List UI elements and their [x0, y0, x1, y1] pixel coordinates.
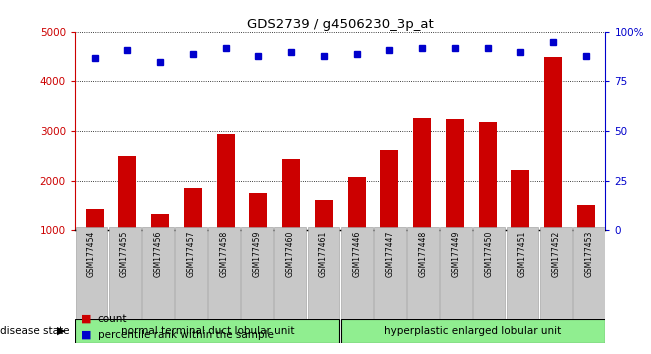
Bar: [446, 119, 464, 280]
Bar: [506, 227, 538, 322]
Bar: [142, 227, 174, 322]
Bar: [184, 188, 202, 280]
Bar: [85, 209, 104, 280]
Bar: [473, 227, 505, 322]
Text: ■: ■: [81, 330, 92, 339]
Bar: [282, 159, 300, 280]
Text: GSM177459: GSM177459: [253, 230, 262, 277]
Bar: [511, 170, 529, 280]
Bar: [374, 227, 406, 322]
Bar: [76, 227, 107, 322]
Text: GSM177455: GSM177455: [120, 230, 129, 277]
Bar: [573, 227, 605, 322]
Bar: [380, 150, 398, 280]
Text: GSM177453: GSM177453: [585, 230, 593, 277]
Bar: [348, 177, 365, 280]
Bar: [478, 122, 497, 280]
Bar: [151, 214, 169, 280]
Bar: [544, 57, 562, 280]
Bar: [341, 319, 605, 343]
Bar: [440, 227, 472, 322]
Text: GSM177448: GSM177448: [419, 230, 428, 276]
Text: GSM177454: GSM177454: [87, 230, 96, 277]
Text: GSM177456: GSM177456: [153, 230, 162, 277]
Bar: [341, 227, 372, 322]
Text: GSM177461: GSM177461: [319, 230, 328, 276]
Bar: [109, 227, 141, 322]
Bar: [75, 319, 339, 343]
Text: GSM177446: GSM177446: [352, 230, 361, 277]
Bar: [275, 227, 307, 322]
Text: GSM177450: GSM177450: [485, 230, 494, 277]
Text: percentile rank within the sample: percentile rank within the sample: [98, 330, 273, 339]
Text: count: count: [98, 314, 127, 324]
Bar: [577, 205, 595, 280]
Title: GDS2739 / g4506230_3p_at: GDS2739 / g4506230_3p_at: [247, 18, 434, 31]
Text: GSM177460: GSM177460: [286, 230, 295, 277]
Bar: [315, 200, 333, 280]
Bar: [249, 193, 268, 280]
Bar: [242, 227, 273, 322]
Bar: [413, 118, 431, 280]
Bar: [175, 227, 207, 322]
Text: GSM177457: GSM177457: [186, 230, 195, 277]
Text: GSM177452: GSM177452: [551, 230, 561, 276]
Bar: [308, 227, 339, 322]
Text: normal terminal duct lobular unit: normal terminal duct lobular unit: [120, 326, 294, 336]
Text: ▶: ▶: [57, 326, 65, 336]
Bar: [407, 227, 439, 322]
Bar: [540, 227, 572, 322]
Bar: [217, 135, 234, 280]
Bar: [208, 227, 240, 322]
Text: GSM177449: GSM177449: [452, 230, 461, 277]
Text: disease state: disease state: [0, 326, 70, 336]
Text: GSM177458: GSM177458: [219, 230, 229, 276]
Text: ■: ■: [81, 314, 92, 324]
Text: GSM177447: GSM177447: [385, 230, 395, 277]
Text: hyperplastic enlarged lobular unit: hyperplastic enlarged lobular unit: [384, 326, 561, 336]
Bar: [118, 156, 136, 280]
Text: GSM177451: GSM177451: [518, 230, 527, 276]
